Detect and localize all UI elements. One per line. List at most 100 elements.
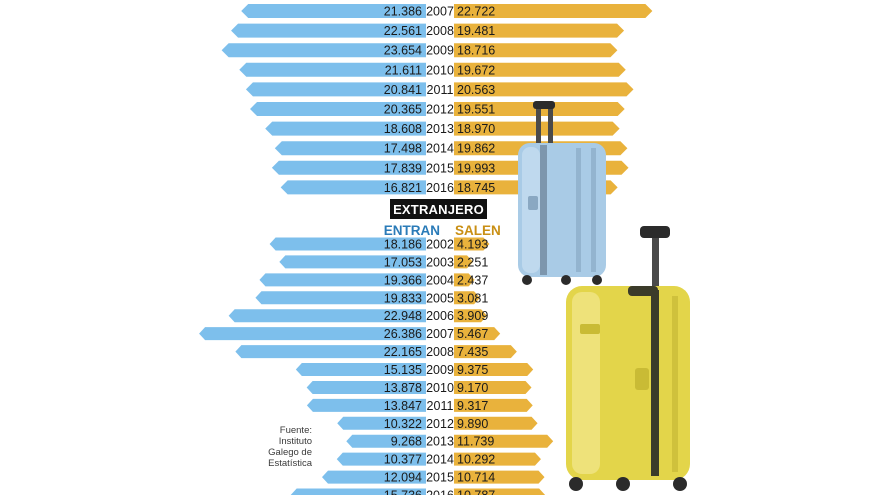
entran-bar-2007 [199, 327, 426, 341]
salen-bar-2005 [454, 291, 481, 305]
entran-bar-2012 [250, 102, 426, 116]
entran-value-2015: 12.094 [384, 471, 422, 485]
salen-value-2008: 7.435 [457, 345, 488, 359]
salen-value-2009: 18.716 [457, 44, 495, 58]
entran-value-2008: 22.165 [384, 345, 422, 359]
entran-bar-2011 [245, 82, 426, 97]
year-label-2014: 2014 [426, 453, 454, 467]
year-label-2016: 2016 [426, 489, 454, 495]
salen-value-2010: 9.170 [457, 381, 488, 395]
salen-bar-2010 [454, 380, 532, 394]
salen-value-2012: 9.890 [457, 417, 488, 431]
entran-value-2009: 23.654 [384, 44, 422, 58]
year-label-2007: 2007 [426, 327, 454, 341]
salen-bar-2011 [454, 398, 533, 412]
year-label-2008: 2008 [426, 345, 454, 359]
salen-value-2007: 22.722 [457, 5, 495, 19]
year-label-2014: 2014 [426, 142, 454, 156]
year-label-2015: 2015 [426, 161, 454, 175]
entran-bar-2016 [280, 180, 426, 195]
salen-value-2009: 9.375 [457, 363, 488, 377]
entran-bar-2012 [337, 416, 426, 430]
entran-bar-2006 [228, 309, 426, 323]
salen-value-2008: 19.481 [457, 24, 495, 38]
entran-bar-2014 [274, 141, 426, 156]
salen-value-2004: 2.437 [457, 273, 488, 287]
salen-value-2011: 20.563 [457, 83, 495, 97]
year-label-2005: 2005 [426, 291, 454, 305]
salen-value-2015: 19.993 [457, 161, 495, 175]
entran-bar-2015 [321, 470, 426, 484]
year-label-2008: 2008 [426, 24, 454, 38]
salen-value-2003: 2.251 [457, 255, 488, 269]
salen-bar-2016 [454, 488, 546, 495]
salen-value-2016: 10.787 [457, 489, 495, 495]
entran-bar-2008 [235, 345, 426, 359]
source-note: Fuente: Instituto Galego de Estatística [268, 425, 312, 469]
salen-bar-2008 [454, 23, 625, 38]
year-label-2007: 2007 [426, 5, 454, 19]
legend-salen: SALEN [455, 223, 501, 238]
year-label-2009: 2009 [426, 44, 454, 58]
year-label-2012: 2012 [426, 103, 454, 117]
bottom-chart: 18.186 2002 4.193 17.053 2003 2.251 19.366 2004… [199, 237, 554, 495]
salen-bar-2015 [454, 470, 545, 484]
entran-value-2012: 10.322 [384, 417, 422, 431]
entran-value-2010: 21.611 [385, 63, 422, 77]
entran-value-2016: 15.736 [384, 489, 422, 495]
entran-bar-2014 [336, 452, 426, 466]
entran-bar-2016 [290, 488, 426, 495]
salen-bar-2013 [454, 434, 554, 448]
year-label-2011: 2011 [427, 399, 454, 413]
salen-bar-2007 [454, 4, 653, 18]
entran-bar-2015 [271, 160, 426, 175]
entran-value-2008: 22.561 [384, 24, 422, 38]
year-label-2013: 2013 [426, 435, 454, 449]
salen-value-2014: 19.862 [457, 142, 495, 156]
year-label-2011: 2011 [427, 83, 454, 97]
salen-bar-2003 [454, 255, 474, 269]
salen-bar-2002 [454, 237, 490, 251]
entran-bar-2009 [295, 363, 426, 377]
entran-value-2003: 17.053 [384, 255, 422, 269]
entran-bar-2005 [255, 291, 426, 305]
entran-bar-2004 [259, 273, 426, 287]
year-label-2002: 2002 [426, 238, 454, 252]
entran-value-2015: 17.839 [384, 161, 422, 175]
entran-value-2007: 21.386 [384, 5, 422, 19]
entran-value-2014: 17.498 [384, 142, 422, 156]
entran-value-2012: 20.365 [384, 103, 422, 117]
salen-value-2010: 19.672 [457, 63, 495, 77]
section-title-extranjero: EXTRANJERO [390, 199, 487, 219]
salen-bar-2009 [454, 43, 618, 58]
entran-value-2002: 18.186 [384, 238, 422, 252]
entran-value-2009: 15.135 [384, 363, 422, 377]
year-label-2004: 2004 [426, 273, 454, 287]
year-label-2010: 2010 [426, 63, 454, 77]
entran-bar-2003 [279, 255, 426, 269]
entran-value-2005: 19.833 [384, 291, 422, 305]
salen-value-2007: 5.467 [457, 327, 488, 341]
salen-bar-2008 [454, 345, 517, 359]
entran-bar-2013 [265, 121, 426, 136]
entran-value-2013: 18.608 [384, 122, 422, 136]
year-label-2003: 2003 [426, 255, 454, 269]
entran-bar-2007 [241, 4, 426, 18]
entran-value-2004: 19.366 [384, 273, 422, 287]
salen-value-2006: 3.909 [457, 309, 488, 323]
entran-value-2006: 22.948 [384, 309, 422, 323]
entran-value-2010: 13.878 [384, 381, 422, 395]
entran-bar-2008 [231, 23, 426, 38]
salen-value-2005: 3.081 [457, 291, 488, 305]
salen-bar-2004 [454, 273, 475, 287]
year-label-2012: 2012 [426, 417, 454, 431]
entran-bar-2009 [221, 43, 426, 58]
entran-value-2013: 9.268 [391, 435, 422, 449]
yellow-suitcase-icon [566, 226, 690, 491]
salen-bar-2010 [454, 62, 626, 77]
entran-value-2011: 13.847 [384, 399, 422, 413]
year-label-2015: 2015 [426, 471, 454, 485]
entran-bar-2013 [346, 434, 426, 448]
salen-bar-2012 [454, 416, 538, 430]
